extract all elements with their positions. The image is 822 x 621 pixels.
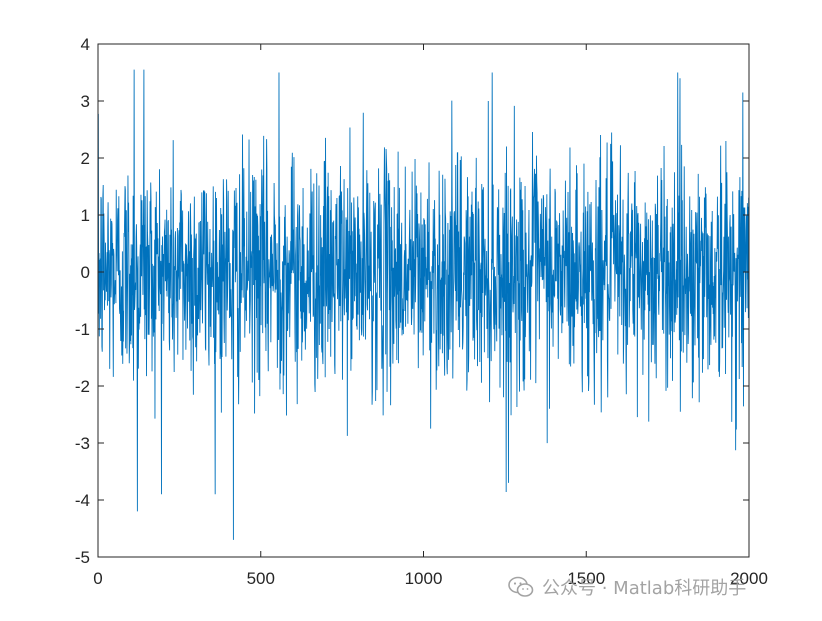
watermark: 公众号 · Matlab科研助手	[508, 574, 746, 600]
watermark-text: 公众号 · Matlab科研助手	[542, 578, 747, 599]
y-tick-label: 1	[81, 206, 90, 225]
y-tick-label: 0	[81, 263, 90, 282]
y-tick-label: 4	[81, 35, 90, 54]
x-tick-label: 2000	[730, 569, 768, 588]
wechat-icon	[508, 576, 534, 597]
y-tick-label: 2	[81, 149, 90, 168]
x-tick-label: 0	[93, 569, 102, 588]
y-tick-label: -1	[75, 320, 90, 339]
y-tick-label: -3	[75, 434, 90, 453]
y-tick-label: -5	[75, 548, 90, 567]
x-tick-label: 1000	[405, 569, 443, 588]
x-tick-label: 500	[247, 569, 275, 588]
tick-layer: 0 500 1000 1500 2000 4 3 2 1 0 -1 -2 -3 -4 -5	[75, 35, 768, 588]
series-line	[97, 69, 750, 540]
y-tick-label: -4	[75, 491, 90, 510]
x-tick-label: 1500	[567, 569, 605, 588]
y-tick-label: 3	[81, 92, 90, 111]
series-layer	[97, 69, 750, 540]
y-tick-label: -2	[75, 377, 90, 396]
